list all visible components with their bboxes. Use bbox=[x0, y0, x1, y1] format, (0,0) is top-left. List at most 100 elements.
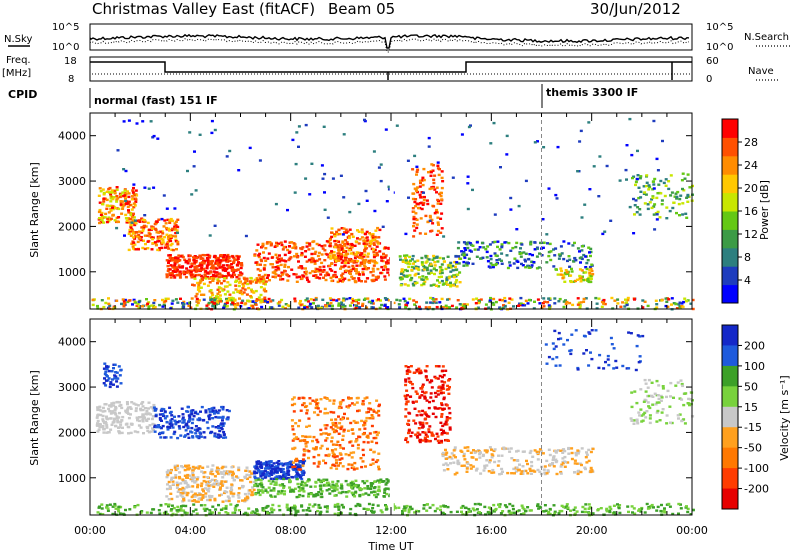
echo-cell bbox=[359, 256, 363, 259]
echo-cell bbox=[211, 259, 215, 263]
echo-cell bbox=[341, 272, 345, 275]
echo-cell bbox=[112, 367, 115, 370]
echo-cell bbox=[319, 484, 323, 487]
echo-cell bbox=[494, 254, 498, 257]
echo-cell bbox=[462, 454, 466, 458]
echo-cell bbox=[176, 273, 179, 277]
echo-cell bbox=[324, 432, 328, 435]
echo-cell bbox=[171, 258, 175, 262]
echo-cell bbox=[212, 412, 216, 415]
echo-cell bbox=[183, 491, 187, 494]
echo-cell bbox=[529, 449, 533, 453]
echo-cell bbox=[225, 472, 229, 475]
echo-cell bbox=[475, 467, 479, 470]
echo-cell bbox=[645, 410, 649, 413]
echo-cell bbox=[547, 304, 551, 307]
echo-cell bbox=[485, 256, 489, 259]
echo-cell bbox=[281, 483, 285, 486]
echo-cell bbox=[194, 480, 198, 483]
echo-cell bbox=[531, 253, 534, 257]
echo-cell bbox=[102, 191, 106, 195]
echo-cell bbox=[555, 268, 558, 271]
echo-cell bbox=[467, 125, 471, 129]
echo-cell bbox=[349, 484, 353, 487]
echo-cell bbox=[423, 266, 427, 269]
echo-cell bbox=[175, 486, 179, 489]
echo-cell bbox=[221, 408, 225, 411]
echo-cell bbox=[436, 216, 440, 219]
echo-cell bbox=[663, 194, 667, 198]
echo-cell bbox=[380, 259, 384, 262]
echo-cell bbox=[579, 470, 583, 474]
echo-cell bbox=[188, 416, 192, 419]
echo-cell bbox=[517, 304, 520, 307]
echo-cell bbox=[652, 180, 655, 183]
echo-cell bbox=[466, 261, 469, 264]
echo-cell bbox=[680, 179, 684, 182]
echo-cell bbox=[136, 235, 140, 238]
echo-cell bbox=[405, 370, 409, 373]
echo-cell bbox=[573, 257, 577, 260]
echo-cell bbox=[415, 170, 419, 173]
echo-cell bbox=[432, 254, 436, 258]
echo-cell bbox=[129, 213, 133, 217]
echo-cell bbox=[427, 430, 431, 434]
echo-cell bbox=[438, 266, 442, 269]
echo-cell bbox=[240, 301, 244, 305]
echo-cell bbox=[490, 456, 494, 459]
echo-cell bbox=[184, 434, 188, 437]
echo-cell bbox=[564, 302, 568, 306]
echo-cell bbox=[312, 274, 316, 277]
echo-cell bbox=[102, 221, 106, 224]
echo-cell bbox=[308, 397, 312, 400]
echo-cell bbox=[320, 444, 324, 448]
echo-cell bbox=[345, 495, 349, 498]
echo-cell bbox=[677, 202, 681, 206]
echo-cell bbox=[332, 251, 336, 254]
echo-cell bbox=[131, 214, 135, 217]
echo-cell bbox=[638, 213, 642, 216]
echo-cell bbox=[300, 439, 304, 442]
echo-cell bbox=[428, 400, 431, 404]
echo-cell bbox=[434, 437, 437, 441]
echo-cell bbox=[361, 231, 364, 234]
echo-cell bbox=[99, 213, 103, 217]
echo-cell bbox=[267, 462, 271, 465]
echo-cell bbox=[230, 472, 234, 475]
echo-cell bbox=[436, 279, 439, 282]
echo-cell bbox=[166, 237, 170, 240]
echo-cell bbox=[194, 295, 198, 298]
echo-cell bbox=[129, 211, 133, 215]
echo-cell bbox=[541, 302, 545, 305]
echo-cell bbox=[367, 410, 371, 414]
echo-cell bbox=[153, 430, 157, 433]
echo-cell bbox=[500, 262, 504, 265]
echo-cell bbox=[378, 306, 382, 310]
echo-cell bbox=[404, 415, 408, 418]
echo-cell bbox=[424, 370, 428, 373]
echo-cell bbox=[209, 289, 213, 292]
echo-cell bbox=[173, 268, 177, 271]
echo-cell bbox=[361, 267, 365, 271]
echo-cell bbox=[199, 274, 203, 278]
echo-cell bbox=[153, 299, 157, 302]
echo-cell bbox=[686, 200, 690, 203]
echo-cell bbox=[291, 428, 295, 431]
echo-cell bbox=[266, 491, 270, 494]
echo-cell bbox=[438, 374, 442, 378]
echo-cell bbox=[213, 128, 217, 132]
echo-cell bbox=[101, 410, 105, 413]
echo-cell bbox=[115, 299, 119, 302]
echo-cell bbox=[398, 299, 402, 302]
echo-cell bbox=[341, 305, 345, 308]
echo-cell bbox=[410, 265, 414, 269]
echo-cell bbox=[651, 403, 655, 406]
echo-cell bbox=[244, 302, 248, 305]
echo-cell bbox=[146, 412, 150, 416]
echo-cell bbox=[434, 298, 438, 301]
echo-cell bbox=[384, 254, 388, 257]
echo-cell bbox=[358, 428, 362, 431]
echo-cell bbox=[200, 498, 204, 501]
echo-cell bbox=[664, 297, 668, 300]
echo-cell bbox=[344, 270, 347, 274]
